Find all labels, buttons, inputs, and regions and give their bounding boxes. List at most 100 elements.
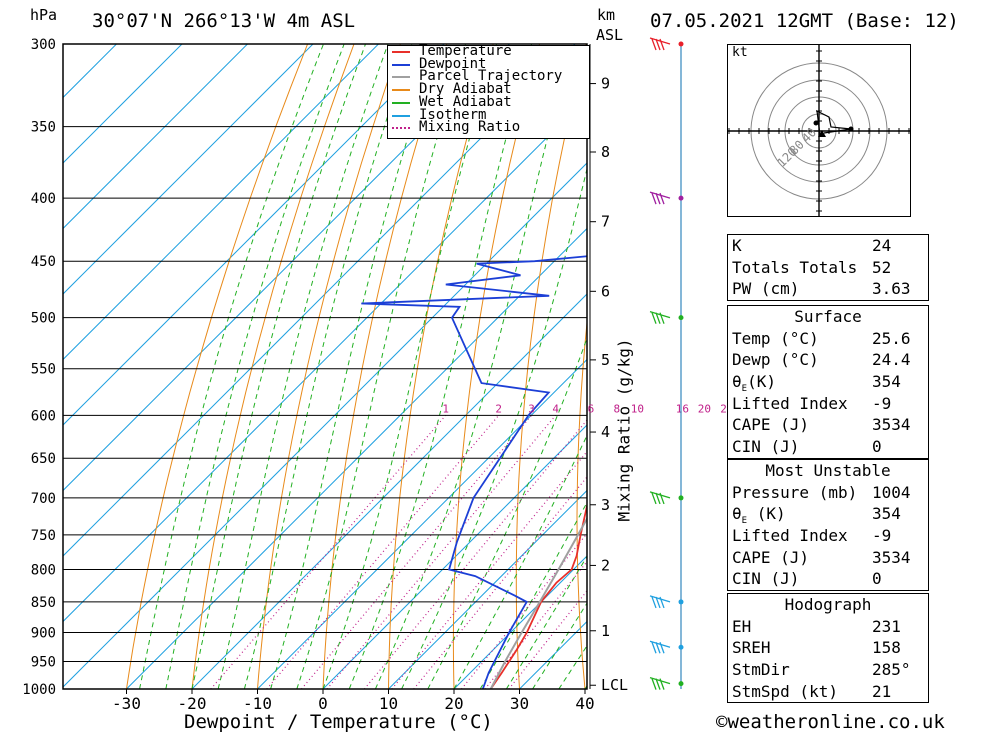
index-row: CIN (J) 0 <box>728 568 928 590</box>
isotherm-line <box>63 96 587 623</box>
x-tick-label: 10 <box>379 694 398 713</box>
surface-indices-table: Surface Temp (°C) 25.6 Dewp (°C) 24.4 θE(K) 3… <box>727 305 929 459</box>
pressure-tick-label: 950 <box>31 655 56 671</box>
index-name: Lifted Index <box>732 393 848 413</box>
dry-adiabat-line <box>693 44 725 689</box>
wind-barb-feather <box>659 312 665 324</box>
isotherm-line <box>63 44 183 164</box>
legend-label: Parcel Trajectory <box>419 68 563 85</box>
wind-barb-feather <box>659 492 665 505</box>
isotherm-line <box>322 424 587 689</box>
height-tick-label: 4 <box>601 423 610 441</box>
pressure-tick-label: 1000 <box>22 682 56 698</box>
pressure-tick-label: 300 <box>31 37 56 53</box>
dewpoint-profile <box>361 255 587 689</box>
wet-adiabat-line <box>322 44 498 689</box>
dry-adiabat-line <box>322 44 448 689</box>
height-tick-label: 9 <box>601 75 610 93</box>
chart-legend: Temperature Dewpoint Parcel Trajectory Dry … <box>387 43 590 139</box>
wind-barb-shaft <box>649 311 671 319</box>
wind-barb <box>649 191 671 205</box>
general-indices-table: K 24 Totals Totals 52 PW (cm) 3.63 <box>727 234 929 302</box>
index-name: PW (cm) <box>732 279 800 299</box>
isotherm-line <box>63 44 510 492</box>
wind-barb-feather <box>655 192 661 205</box>
site-credit[interactable]: ©weatheronline.co.uk <box>716 711 945 733</box>
index-value: 158 <box>872 638 901 658</box>
hodograph-point <box>848 126 854 132</box>
wind-level-marker <box>678 195 684 201</box>
wind-barb-feather <box>651 492 657 505</box>
wet-adiabat-line <box>479 501 587 689</box>
km-unit-label: km <box>597 6 616 24</box>
index-name: CIN (J) <box>732 437 800 457</box>
index-name: CAPE (J) <box>732 547 810 567</box>
legend-label: Dry Adiabat <box>419 81 512 98</box>
isotherm-line <box>453 555 587 689</box>
wind-barb-shaft <box>649 191 671 199</box>
index-row: StmDir 285° <box>728 659 928 681</box>
index-value: 1004 <box>872 482 911 502</box>
parcel-trajectory-profile <box>489 516 587 689</box>
height-tick-label: 8 <box>601 143 610 161</box>
legend-item: Dewpoint <box>392 55 587 72</box>
pressure-tick-label: 400 <box>31 191 56 207</box>
index-row: Totals Totals 52 <box>728 257 928 279</box>
mixing-ratio-label: 1 <box>442 402 449 415</box>
most-unstable-table: Most Unstable Pressure (mb) 1004 θE (K) 354… <box>727 459 929 592</box>
index-row: PW (cm) 3.63 <box>728 278 928 300</box>
index-row: SREH 158 <box>728 637 928 659</box>
wind-barb <box>649 37 671 51</box>
index-row: Temp (°C) 25.6 <box>728 328 928 350</box>
wind-barb-feather <box>655 312 661 324</box>
index-value: 3.63 <box>872 279 911 299</box>
most-unstable-title: Most Unstable <box>765 461 891 480</box>
index-value: 52 <box>872 257 892 277</box>
x-tick-label: -30 <box>112 694 141 713</box>
isotherm-line <box>63 44 314 295</box>
dry-adiabat-line <box>955 44 1000 689</box>
pressure-tick-label: 450 <box>31 254 56 270</box>
legend-swatch <box>392 76 410 79</box>
wind-barb <box>649 595 671 609</box>
x-axis-title: Dewpoint / Temperature (°C) <box>184 711 493 733</box>
index-name: SREH <box>732 638 771 658</box>
wind-barb-feather <box>655 492 661 505</box>
legend-swatch <box>392 63 410 66</box>
mixing-ratio-line <box>210 414 447 689</box>
index-name: Temp (°C) <box>732 328 819 348</box>
index-value: 3534 <box>872 415 911 435</box>
index-value: 285° <box>872 660 911 680</box>
wet-adiabat-line <box>453 434 587 689</box>
index-value: 354 <box>872 504 901 524</box>
legend-item: Dry Adiabat <box>392 81 587 98</box>
x-tick-label: -20 <box>178 694 207 713</box>
x-tick-label: 40 <box>575 694 594 713</box>
isotherm-line <box>63 44 248 230</box>
hodograph-stats-title: Hodograph <box>784 595 872 614</box>
wind-level-marker <box>678 681 684 687</box>
wet-adiabat-line <box>296 44 466 689</box>
hodograph-unit: kt <box>732 45 748 60</box>
pressure-tick-label: 350 <box>31 120 56 136</box>
index-name: Totals Totals <box>732 257 858 277</box>
wind-level-marker <box>678 644 684 650</box>
legend-swatch <box>392 51 410 53</box>
mixing-ratio-label: 3 <box>528 402 535 415</box>
isotherm-line <box>63 44 576 557</box>
legend-item: Wet Adiabat <box>392 94 587 110</box>
legend-swatch <box>392 89 410 92</box>
isotherm-line <box>63 44 117 99</box>
height-tick-label: LCL <box>601 676 628 694</box>
x-tick-label: 30 <box>510 694 529 713</box>
index-value: 0 <box>872 569 882 589</box>
index-name: EH <box>732 616 752 636</box>
wind-barb-feather <box>651 642 657 654</box>
index-row: CAPE (J) 3534 <box>728 414 928 436</box>
mixing-ratio-line <box>413 476 587 689</box>
legend-label: Dewpoint <box>419 55 487 72</box>
index-name: Dewp (°C) <box>732 350 819 370</box>
mixing-ratio-line <box>326 414 557 689</box>
wind-barb <box>649 491 671 505</box>
wind-barb-feather <box>651 38 657 51</box>
